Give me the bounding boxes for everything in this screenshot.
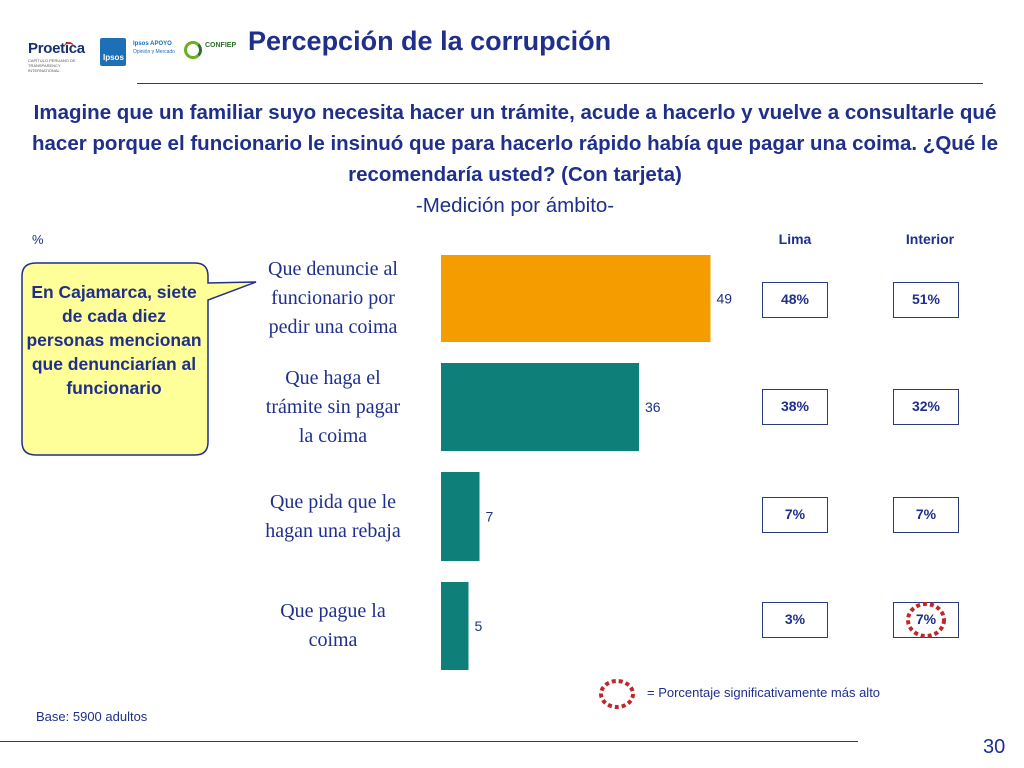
category-label-4: Que pague la coima <box>238 597 428 655</box>
category-label-line: Que denuncie al <box>268 258 398 280</box>
category-label-line: la coima <box>298 424 368 447</box>
interior-value-3: 7% <box>893 497 959 533</box>
callout-bubble <box>21 262 257 456</box>
title-divider <box>137 83 983 84</box>
bar-2 <box>441 363 639 451</box>
proetica-logo-subtext: CAPÍTULO PERUANO DE TRANSPARENCY INTERNA… <box>28 58 76 73</box>
highlight-ring-sample <box>599 679 635 709</box>
category-label-2: Que haga el trámite sin pagar la coima <box>238 364 428 451</box>
bar-value-label-2: 36 <box>645 399 661 415</box>
category-label-line: coima <box>308 629 358 651</box>
interior-value-2: 32% <box>893 389 959 425</box>
category-label-line: Que haga el <box>285 366 381 389</box>
bar-3 <box>441 472 480 561</box>
footer-divider <box>0 741 858 742</box>
column-header-lima: Lima <box>778 231 812 247</box>
column-header-interior: Interior <box>905 231 955 247</box>
question-block: Imagine que un familiar suyo necesita ha… <box>20 97 1010 221</box>
confiep-logo: CONFIEP <box>182 36 242 66</box>
bar-value-label-1: 49 <box>717 291 733 307</box>
lima-value-3: 7% <box>762 497 828 533</box>
highlight-ring-ellipse <box>906 602 946 638</box>
question-text: Imagine que un familiar suyo necesita ha… <box>32 101 998 186</box>
highlight-legend-icon <box>599 679 635 709</box>
category-label-line: funcionario por <box>271 287 395 309</box>
callout-text: En Cajamarca, siete de cada diez persona… <box>26 282 202 398</box>
highlight-ring <box>906 602 946 638</box>
bar-4 <box>441 582 469 670</box>
ipsos-logo-subtext: Opinión y Mercado <box>133 49 175 55</box>
confiep-logo-text: CONFIEP <box>205 42 237 49</box>
category-label-line: Que pague la <box>280 600 386 622</box>
confiep-circle-icon <box>184 41 202 59</box>
bar-value-label-4: 5 <box>475 618 483 634</box>
interior-value-4: 7% <box>893 602 959 638</box>
proetica-arc-icon <box>64 42 74 51</box>
category-label-line: pedir una coima <box>268 316 398 338</box>
category-label-line: hagan una rebaja <box>265 519 401 542</box>
proetica-logo: Proetica CAPÍTULO PERUANO DE TRANSPARENC… <box>28 40 92 73</box>
category-label-line: Que pida que le <box>269 490 397 513</box>
lima-value-1: 48% <box>762 282 828 318</box>
ipsos-logo: Ipsos <box>100 38 126 66</box>
bar-1 <box>441 255 711 342</box>
lima-value-2: 38% <box>762 389 828 425</box>
ipsos-logo-name: Ipsos APOYO <box>133 41 172 47</box>
legend-text: = Porcentaje significativamente más alto <box>647 685 881 700</box>
page-number: 30 <box>983 736 1006 758</box>
page-title: Percepción de la corrupción <box>248 26 612 56</box>
question-subtitle: -Medición por ámbito- <box>415 194 615 217</box>
interior-value-1: 51% <box>893 282 959 318</box>
category-label-3: Que pida que le hagan una rebaja <box>238 488 428 546</box>
lima-value-4: 3% <box>762 602 828 638</box>
bar-value-label-3: 7 <box>486 509 494 525</box>
percent-axis-label: % <box>32 232 44 247</box>
ipsos-logo-text: Ipsos <box>103 53 124 62</box>
category-label-1: Que denuncie al funcionario por pedir una … <box>238 255 428 342</box>
base-note: Base: 5900 adultos <box>36 709 148 724</box>
category-label-line: trámite sin pagar <box>265 395 401 418</box>
